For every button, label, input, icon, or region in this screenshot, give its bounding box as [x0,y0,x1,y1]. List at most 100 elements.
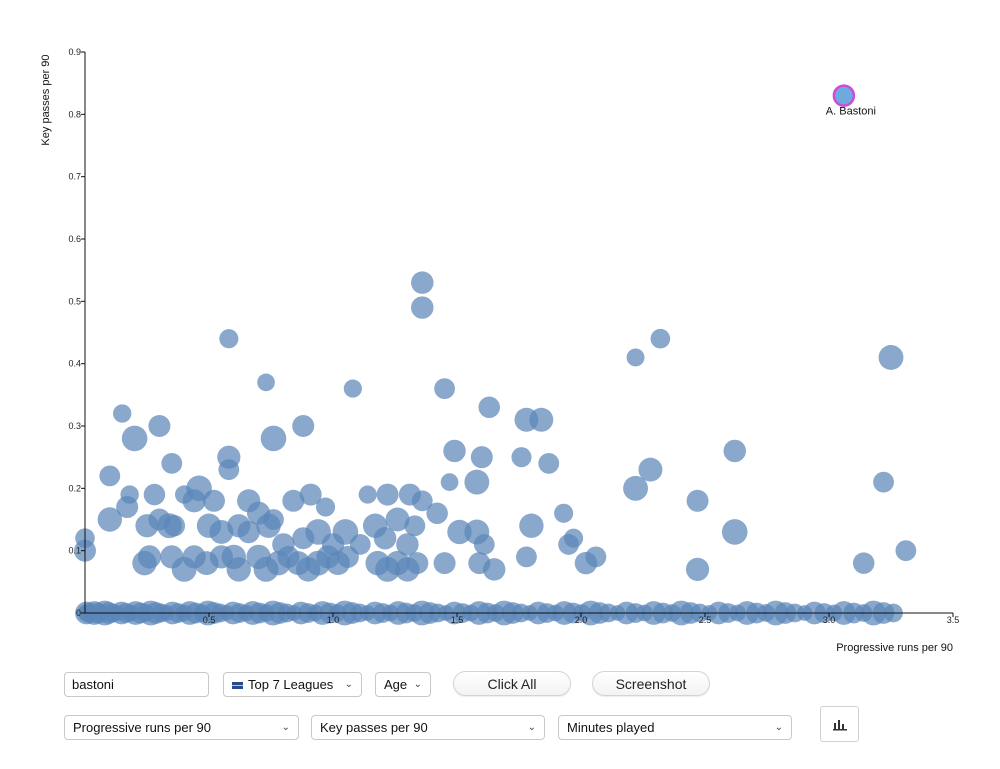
player-search-input[interactable] [64,672,209,697]
data-point[interactable] [385,507,410,532]
data-point[interactable] [97,507,123,532]
y-tick-label: 0.3 [68,421,81,431]
data-point[interactable] [538,453,560,474]
y-tick-label: 0.9 [68,47,81,57]
data-point[interactable] [299,483,322,506]
data-point[interactable] [282,489,305,512]
highlighted-point[interactable] [832,84,856,107]
data-point[interactable] [686,489,709,512]
data-point[interactable] [148,415,171,437]
y-axis-title: Key passes per 90 [40,54,52,145]
data-point[interactable] [529,407,554,432]
data-point[interactable] [478,396,500,419]
x-tick-label: 0.5 [203,615,216,625]
data-point[interactable] [237,520,260,544]
size-metric-label: Minutes played [567,720,655,735]
data-point[interactable] [878,344,904,370]
data-point[interactable] [426,502,448,525]
y-metric-select[interactable]: Key passes per 90 ⌄ [311,715,545,740]
data-point[interactable] [257,373,275,392]
data-point[interactable] [143,483,166,506]
data-point[interactable] [650,328,671,349]
data-point[interactable] [473,534,495,555]
data-point[interactable] [685,557,710,581]
data-point[interactable] [440,473,459,491]
data-point[interactable] [292,415,315,437]
data-point[interactable] [406,552,429,575]
data-point[interactable] [376,483,399,506]
data-point[interactable] [161,453,183,474]
data-point[interactable] [443,439,466,463]
data-point[interactable] [638,457,663,482]
data-point[interactable] [336,545,359,568]
axes-layer: 0.5 1.0 1.5 2.0 2.5 3.0 3.5 0 0.1 0.2 0.3 0.4 0.5 0.6… [68,47,959,625]
chart-type-button[interactable] [820,706,859,742]
data-point[interactable] [404,515,426,537]
data-point[interactable] [373,526,397,550]
y-tick-label: 0.4 [68,359,81,369]
data-point[interactable] [464,469,490,495]
data-point[interactable] [260,425,287,452]
data-point[interactable] [332,519,359,545]
data-point[interactable] [113,404,132,423]
data-point[interactable] [163,514,186,537]
y-tick-label: 0 [76,608,81,618]
click-all-button[interactable]: Click All [453,671,571,696]
data-point[interactable] [554,503,574,523]
data-point[interactable] [226,557,251,582]
data-point[interactable] [121,425,148,452]
bar-chart-icon [832,720,847,731]
data-point[interactable] [434,378,455,399]
data-point[interactable] [358,485,377,504]
data-point[interactable] [564,528,584,548]
data-point[interactable] [202,489,225,512]
x-tick-label: 3.0 [823,615,836,625]
points-layer [74,271,917,626]
data-point[interactable] [99,465,121,487]
data-point[interactable] [895,540,917,562]
data-point[interactable] [482,558,506,581]
data-point[interactable] [218,459,240,481]
data-point[interactable] [219,329,239,349]
data-point[interactable] [721,519,748,545]
y-tick-label: 0.8 [68,109,81,119]
y-tick-label: 0.1 [68,546,81,556]
data-point[interactable] [343,379,362,398]
data-point[interactable] [396,533,419,556]
size-metric-select[interactable]: Minutes played ⌄ [558,715,792,740]
age-label: Age [384,677,408,692]
data-point[interactable] [316,497,336,517]
age-select[interactable]: Age ⌄ [375,672,431,697]
data-point[interactable] [411,296,434,319]
data-point[interactable] [723,439,746,463]
data-point[interactable] [433,552,456,575]
data-point[interactable] [585,546,607,568]
chevron-down-icon: ⌄ [527,722,536,733]
chevron-down-icon: ⌄ [413,679,422,690]
data-point[interactable] [852,552,875,574]
data-point[interactable] [470,446,493,469]
x-metric-select[interactable]: Progressive runs per 90 ⌄ [64,715,299,740]
data-point[interactable] [256,513,281,538]
data-point[interactable] [447,519,472,545]
highlighted-point-label: A. Bastoni [826,106,876,118]
y-tick-label: 0.2 [68,483,81,493]
highlight-layer: A. Bastoni [826,84,876,118]
data-point[interactable] [511,447,532,468]
x-tick-label: 2.5 [699,615,712,625]
data-point[interactable] [873,471,894,493]
data-point[interactable] [623,475,648,501]
data-point[interactable] [411,271,434,294]
screenshot-button[interactable]: Screenshot [592,671,710,696]
x-axis-title: Progressive runs per 90 [836,642,953,654]
league-select[interactable]: Top 7 Leagues ⌄ [223,672,362,697]
x-tick-label: 3.5 [947,615,960,625]
data-point[interactable] [411,490,433,512]
data-point[interactable] [626,348,645,367]
data-point[interactable] [519,513,544,538]
data-point[interactable] [516,546,537,568]
data-point[interactable] [137,545,162,569]
x-tick-label: 1.0 [327,615,340,625]
data-point[interactable] [116,496,139,519]
